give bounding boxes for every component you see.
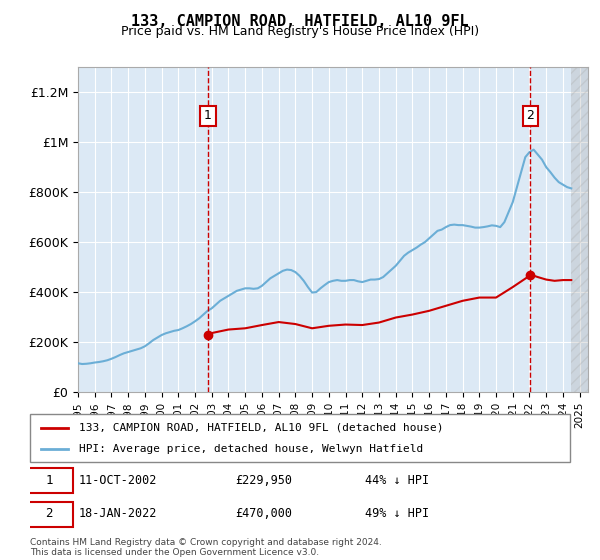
Text: Contains HM Land Registry data © Crown copyright and database right 2024.
This d: Contains HM Land Registry data © Crown c…: [30, 538, 382, 557]
FancyBboxPatch shape: [25, 502, 73, 526]
Text: 44% ↓ HPI: 44% ↓ HPI: [365, 474, 429, 487]
Text: 1: 1: [45, 474, 53, 487]
Text: 18-JAN-2022: 18-JAN-2022: [79, 507, 157, 520]
Text: 1: 1: [204, 109, 212, 123]
Text: Price paid vs. HM Land Registry's House Price Index (HPI): Price paid vs. HM Land Registry's House …: [121, 25, 479, 38]
Text: 11-OCT-2002: 11-OCT-2002: [79, 474, 157, 487]
Bar: [571, 67, 588, 392]
FancyBboxPatch shape: [30, 414, 570, 462]
Text: 2: 2: [526, 109, 534, 123]
Text: HPI: Average price, detached house, Welwyn Hatfield: HPI: Average price, detached house, Welw…: [79, 444, 423, 454]
Text: 2: 2: [45, 507, 53, 520]
Text: 133, CAMPION ROAD, HATFIELD, AL10 9FL: 133, CAMPION ROAD, HATFIELD, AL10 9FL: [131, 14, 469, 29]
Text: £470,000: £470,000: [235, 507, 292, 520]
Text: £229,950: £229,950: [235, 474, 292, 487]
FancyBboxPatch shape: [25, 468, 73, 493]
Text: 133, CAMPION ROAD, HATFIELD, AL10 9FL (detached house): 133, CAMPION ROAD, HATFIELD, AL10 9FL (d…: [79, 423, 443, 433]
Text: 49% ↓ HPI: 49% ↓ HPI: [365, 507, 429, 520]
